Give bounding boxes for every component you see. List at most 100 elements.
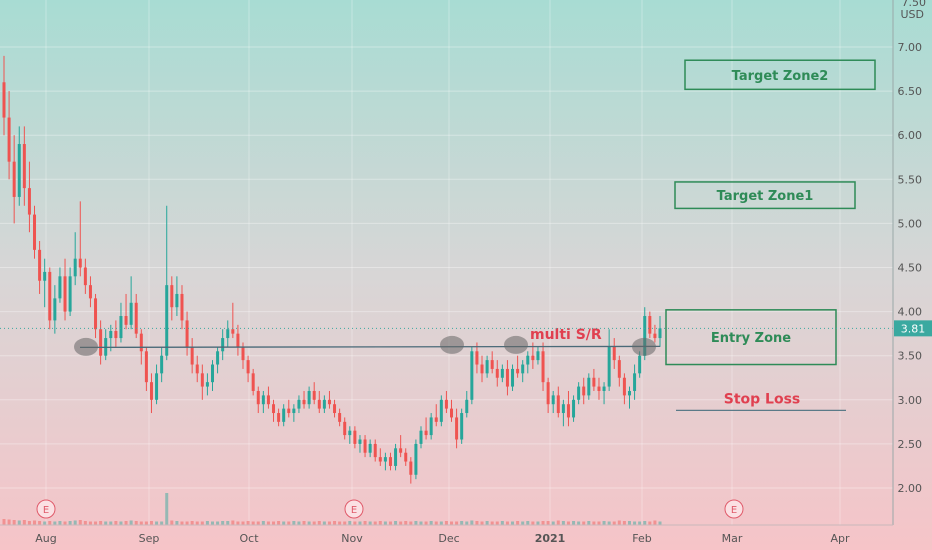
volume-bar [511, 521, 515, 525]
candle-body [388, 457, 392, 466]
candle-body [409, 461, 413, 475]
candle-body [302, 399, 306, 405]
candle-body [577, 386, 581, 400]
event-marker-1[interactable]: E [36, 499, 56, 519]
candle-body [124, 316, 128, 325]
volume-bar [388, 521, 392, 525]
volume-bar [53, 521, 57, 525]
candle-body [455, 417, 459, 440]
volume-bar [597, 521, 601, 525]
candle-body [622, 377, 626, 396]
candle-body [633, 373, 637, 391]
volume-bar [83, 521, 87, 525]
volume-bar [587, 521, 591, 525]
grid-lines [0, 0, 893, 525]
target-zone-2[interactable]: Target Zone2 [684, 59, 876, 91]
candle-body [195, 364, 199, 374]
volume-bar [424, 521, 428, 525]
volume-bar [516, 521, 520, 525]
volume-bar [475, 521, 479, 525]
svg-text:3.81: 3.81 [901, 322, 926, 335]
candle-body [287, 408, 291, 414]
volume-bar [144, 521, 148, 525]
candle-body [170, 285, 174, 308]
sr-touch-marker [440, 335, 464, 354]
candle-body [17, 144, 21, 197]
candle-body [160, 355, 164, 374]
volume-bar [246, 521, 250, 525]
sr-touch-markers [74, 335, 656, 356]
candle-body [256, 390, 260, 405]
volume-bar [521, 521, 525, 525]
volume-bar [592, 521, 596, 525]
candle-body [551, 395, 555, 405]
candle-body [68, 276, 72, 312]
candle-body [638, 355, 642, 374]
volume-bar [266, 521, 270, 525]
volume-bar [216, 521, 220, 525]
volume-bar [241, 521, 245, 525]
volume-bar [358, 521, 362, 525]
volume-bar [455, 521, 459, 525]
candle-body [327, 399, 331, 405]
candle-body [200, 373, 204, 387]
volume-bar [414, 521, 418, 525]
sr-touch-marker [632, 337, 656, 356]
volume-bar [185, 521, 189, 525]
volume-bar [404, 521, 408, 525]
candle-body [592, 377, 596, 387]
candle-body [612, 346, 616, 361]
volume-bar [572, 521, 576, 525]
target-zone-2-label: Target Zone2 [732, 69, 829, 84]
volume-bar [363, 521, 367, 525]
candle-body [526, 355, 530, 365]
candle-body [210, 364, 214, 383]
candle-body [246, 360, 250, 374]
volume-bar [465, 521, 469, 525]
y-tick-label: 5.50 [898, 173, 923, 186]
candle-body [572, 399, 576, 418]
volume-bar [577, 521, 581, 525]
x-tick-label: Feb [632, 532, 651, 545]
candle-body [322, 399, 326, 409]
volume-bar [200, 521, 204, 525]
volume-bar [12, 520, 16, 525]
sr-touch-marker [504, 335, 528, 354]
event-marker-3[interactable]: E [724, 499, 744, 519]
candle-body [297, 399, 301, 409]
entry-zone-label: Entry Zone [711, 331, 791, 346]
candle-body [343, 421, 347, 436]
volume-bar [134, 521, 138, 525]
target-zone-1[interactable]: Target Zone1 [674, 181, 856, 210]
y-tick-label: 2.50 [898, 438, 923, 451]
candle-body [261, 395, 265, 405]
y-tick-label: 6.50 [898, 85, 923, 98]
volume-bar [317, 521, 321, 525]
target-zone-1-label: Target Zone1 [717, 189, 814, 204]
candle-body [185, 320, 189, 347]
candle-body [653, 333, 657, 339]
volume-bar [175, 521, 179, 525]
volume-bar [480, 521, 484, 525]
volume-bar [99, 521, 103, 525]
volume-bar [485, 521, 489, 525]
volume-bar [450, 521, 454, 525]
sr-touch-marker [74, 337, 98, 356]
last-price-tag: 3.81 [894, 320, 932, 337]
candle-body [58, 276, 62, 299]
volume-bar [231, 520, 235, 525]
volume-bar [648, 521, 652, 525]
svg-text:E: E [731, 505, 737, 516]
entry-zone[interactable]: Entry Zone [665, 309, 837, 366]
candle-body [109, 331, 113, 339]
volume-bar [73, 520, 77, 525]
x-tick-label: Aug [35, 532, 56, 545]
candle-body [38, 249, 42, 281]
candle-body [317, 399, 321, 409]
y-tick-label: 3.50 [898, 350, 923, 363]
event-marker-2[interactable]: E [344, 499, 364, 519]
volume-bar [353, 521, 357, 525]
candle-body [48, 271, 52, 321]
y-tick-label: 2.00 [898, 482, 923, 495]
candle-body [231, 329, 235, 334]
